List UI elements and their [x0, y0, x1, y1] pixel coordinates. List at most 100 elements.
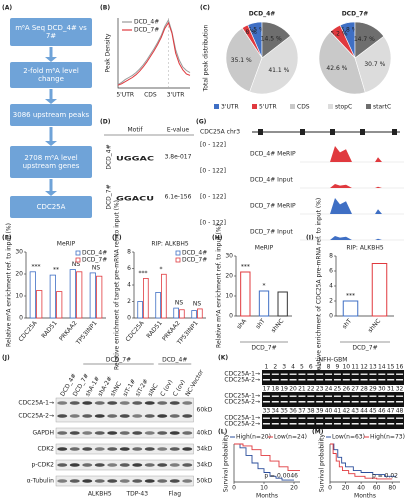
band — [57, 479, 68, 483]
gene-label: CDC25A chr3 — [200, 129, 240, 136]
legend-label: DCD_4# — [134, 19, 159, 26]
band — [82, 463, 93, 467]
gel-band — [333, 373, 341, 375]
lane-number: 14 — [378, 364, 386, 371]
lane-number: 21 — [298, 386, 306, 393]
legend-label: DCD_7# — [82, 257, 107, 264]
pie-slice — [261, 21, 291, 59]
gel-band — [289, 401, 297, 403]
band — [169, 463, 180, 467]
panel-label: (G) — [196, 119, 207, 126]
gel-band — [369, 401, 377, 403]
panel-label: (H) — [212, 235, 223, 242]
slice-label: 41.1 % — [268, 67, 289, 74]
x-tick-label: CDC25A — [124, 319, 146, 343]
track-signal — [300, 198, 382, 214]
track-name: DCD_4# Input — [250, 177, 293, 184]
y-axis-label: Relative m⁶A enrichment ref. to input (%… — [216, 224, 223, 348]
lane-number: 38 — [307, 408, 315, 415]
gel-band — [280, 423, 288, 425]
gel-band — [333, 379, 341, 381]
flow-arrowhead — [45, 99, 57, 104]
band — [144, 463, 155, 467]
band — [182, 401, 193, 405]
gel-band — [369, 395, 377, 397]
gel-band — [342, 401, 350, 403]
bar — [29, 271, 36, 319]
legend-swatch — [175, 257, 181, 263]
track-signal — [300, 236, 382, 240]
band — [182, 431, 193, 435]
lane-number: 12 — [360, 364, 368, 371]
gel-band — [351, 401, 359, 403]
gel-band — [325, 373, 333, 375]
survival-curve — [330, 443, 393, 480]
y-axis-label: Relative m⁶A enrichment ref. to input (%… — [6, 223, 13, 347]
gel-band — [333, 423, 341, 425]
band — [119, 447, 130, 451]
band — [144, 414, 155, 418]
gel — [262, 414, 404, 429]
track-range: [0 - 122] — [200, 194, 226, 201]
bar — [89, 272, 96, 319]
band — [82, 414, 93, 418]
lane-number: 17 — [263, 386, 271, 393]
band — [107, 414, 118, 418]
legend-label: DCD_4# — [182, 250, 207, 257]
gel-band — [298, 379, 306, 381]
x-tick-label: shT — [341, 317, 353, 330]
legend-swatch — [75, 250, 81, 256]
gel-band — [387, 395, 395, 397]
gel-band — [298, 417, 306, 419]
flow-step: m⁶A Seq DCD_4# vs 7# — [10, 18, 92, 46]
band — [132, 463, 143, 467]
x-tick-label: 10 — [260, 485, 268, 492]
track-signal — [300, 184, 382, 188]
lane-number: 25 — [334, 386, 342, 393]
lane-number: 1 — [265, 364, 269, 371]
lane-number: 42 — [342, 408, 350, 415]
band-label: CDC25A-2→ — [224, 399, 260, 406]
band — [132, 414, 143, 418]
pie-slice — [225, 27, 263, 93]
exon — [392, 129, 397, 135]
band — [144, 447, 155, 451]
gel-band — [262, 401, 270, 403]
gel-band — [289, 379, 297, 381]
y-tick-label: 10 — [225, 293, 233, 300]
target-label: TDP-43 — [125, 491, 148, 498]
bar — [155, 292, 161, 319]
band — [57, 431, 68, 435]
gel-band — [333, 401, 341, 403]
exon — [360, 129, 365, 135]
bar — [137, 301, 143, 319]
y-tick-label: 20 — [15, 271, 23, 278]
legend-label: DCD_7# — [182, 257, 207, 264]
band — [69, 447, 80, 451]
bar — [49, 274, 56, 319]
gel-band — [360, 373, 368, 375]
band — [182, 463, 193, 467]
survival-curve — [330, 443, 397, 477]
band — [182, 414, 193, 418]
band — [182, 447, 193, 451]
track-name: DCD_7# Input — [250, 229, 293, 236]
panel-label: (D) — [100, 119, 111, 126]
legend-label: DCD_7# — [134, 27, 159, 34]
legend-label: CDS — [297, 104, 310, 111]
gel-band — [360, 401, 368, 403]
gel-band — [351, 379, 359, 381]
gel-band — [387, 423, 395, 425]
gel — [262, 370, 404, 385]
y-tick-label: 30 — [15, 249, 23, 256]
lane-number: 26 — [342, 386, 350, 393]
row-label: CDC25A-1→ — [18, 400, 54, 407]
slice-label: 42.6 % — [326, 65, 347, 72]
legend-swatch — [252, 104, 257, 109]
gel-band — [396, 417, 404, 419]
panel-label: (F) — [112, 235, 122, 242]
x-tick-label: shT — [255, 317, 267, 330]
target-label: Flag — [168, 491, 181, 498]
gel-band — [271, 373, 279, 375]
